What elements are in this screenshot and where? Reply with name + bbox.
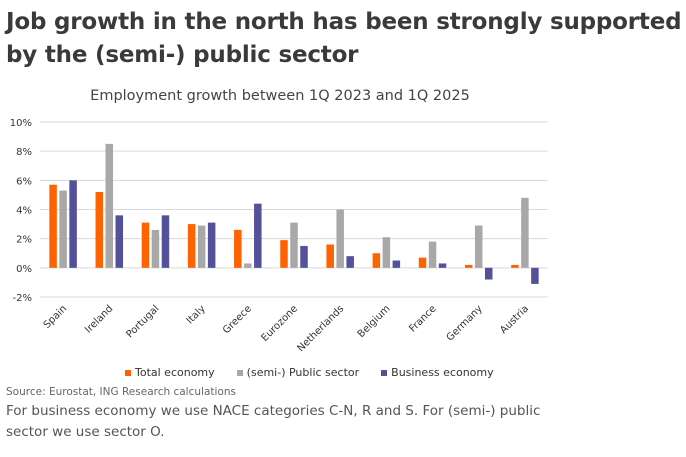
- bar-belgium-public: [382, 237, 391, 268]
- x-tick-label: France: [407, 303, 438, 334]
- bar-greece-public: [244, 263, 252, 268]
- bar-spain-total: [49, 184, 57, 268]
- x-tick-label: Netherlands: [295, 303, 346, 354]
- x-tick-label: Ireland: [83, 303, 115, 335]
- bar-italy-public: [197, 225, 206, 268]
- bar-greece-total: [234, 229, 242, 268]
- bar-chart: -2% 0% 2% 4% 6% 8% 10% Spain Ireland Portugal Ital…: [10, 118, 548, 354]
- legend-swatch-total: [125, 369, 131, 376]
- y-tick-label: 4%: [16, 206, 32, 217]
- bar-france-business: [438, 263, 447, 268]
- bar-eurozone-business: [300, 245, 308, 268]
- headline: Job growth in the north has been strongl…: [6, 9, 682, 68]
- bar-eurozone-public: [290, 222, 298, 268]
- x-tick-label: Greece: [221, 303, 254, 336]
- legend-swatch-public: [236, 369, 243, 376]
- bar-ireland-public: [105, 143, 114, 268]
- bar-germany-total: [464, 264, 473, 268]
- legend-item-total: Total economy: [125, 366, 215, 379]
- source-note: Source: Eurostat, ING Research calculati…: [6, 386, 236, 398]
- legend-label-total: Total economy: [135, 366, 215, 379]
- x-tick-label: Spain: [42, 303, 70, 331]
- chart-title: Employment growth between 1Q 2023 and 1Q…: [90, 88, 470, 104]
- x-tick-label: Austria: [498, 303, 531, 336]
- y-tick-label: 8%: [16, 147, 32, 158]
- legend: Total economy (semi-) Public sector Busi…: [125, 366, 494, 379]
- bar-netherlands-total: [326, 244, 334, 268]
- legend-item-public: (semi-) Public sector: [236, 366, 360, 379]
- y-tick-label: 0%: [16, 264, 32, 275]
- legend-label-business: Business economy: [391, 366, 494, 379]
- bar-france-total: [418, 257, 427, 268]
- bar-portugal-public: [151, 229, 160, 268]
- bar-spain-public: [59, 190, 67, 268]
- bar-ireland-total: [95, 192, 104, 268]
- bar-austria-business: [531, 267, 539, 284]
- bar-germany-public: [474, 225, 483, 268]
- y-tick-label: 2%: [16, 235, 32, 246]
- bar-portugal-total: [141, 222, 150, 268]
- x-tick-label: Germany: [445, 303, 485, 343]
- bar-belgium-business: [392, 260, 401, 268]
- y-tick-label: 10%: [10, 118, 32, 129]
- legend-item-business: Business economy: [381, 366, 494, 379]
- y-tick-label: 6%: [16, 176, 32, 187]
- bar-ireland-business: [115, 215, 124, 268]
- bar-greece-business: [254, 203, 262, 268]
- legend-swatch-business: [381, 369, 388, 376]
- bar-germany-business: [484, 267, 493, 280]
- legend-label-public: (semi-) Public sector: [246, 366, 360, 379]
- bar-austria-total: [511, 264, 519, 268]
- bar-italy-business: [207, 222, 216, 268]
- bar-belgium-total: [372, 253, 381, 268]
- bar-france-public: [428, 241, 437, 268]
- x-tick-label: Belgium: [356, 303, 393, 340]
- bar-italy-total: [187, 224, 196, 268]
- methodology-note: For business economy we use NACE categor…: [6, 403, 541, 440]
- x-tick-label: Italy: [185, 303, 208, 326]
- x-tick-label: Portugal: [125, 303, 162, 340]
- bar-netherlands-public: [336, 209, 344, 268]
- bar-spain-business: [69, 180, 77, 268]
- bar-eurozone-total: [280, 240, 288, 268]
- x-tick-label: Eurozone: [259, 303, 300, 344]
- bar-netherlands-business: [346, 256, 354, 268]
- bar-austria-public: [521, 197, 529, 268]
- bar-portugal-business: [161, 215, 170, 268]
- y-tick-label: -2%: [13, 293, 32, 304]
